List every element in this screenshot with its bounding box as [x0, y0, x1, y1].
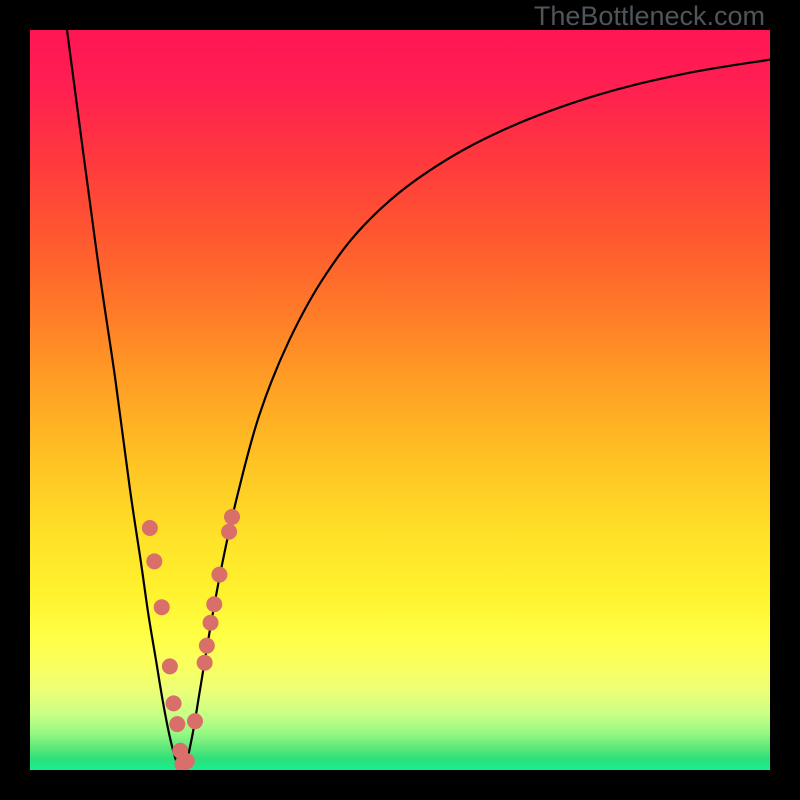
data-marker: [203, 615, 219, 631]
watermark-text: TheBottleneck.com: [534, 1, 765, 32]
chart-stage: TheBottleneck.com: [0, 0, 800, 800]
curve-right: [182, 60, 770, 771]
data-marker: [206, 596, 222, 612]
data-marker: [169, 716, 185, 732]
data-marker: [224, 509, 240, 525]
data-marker: [142, 520, 158, 536]
data-marker: [179, 753, 195, 769]
data-marker: [146, 553, 162, 569]
data-marker: [211, 567, 227, 583]
data-marker: [199, 638, 215, 654]
data-marker: [154, 599, 170, 615]
data-marker: [187, 713, 203, 729]
chart-svg: [0, 0, 800, 800]
data-marker: [197, 655, 213, 671]
curve-left: [67, 30, 182, 770]
data-marker: [221, 524, 237, 540]
data-marker: [166, 695, 182, 711]
data-marker: [162, 658, 178, 674]
